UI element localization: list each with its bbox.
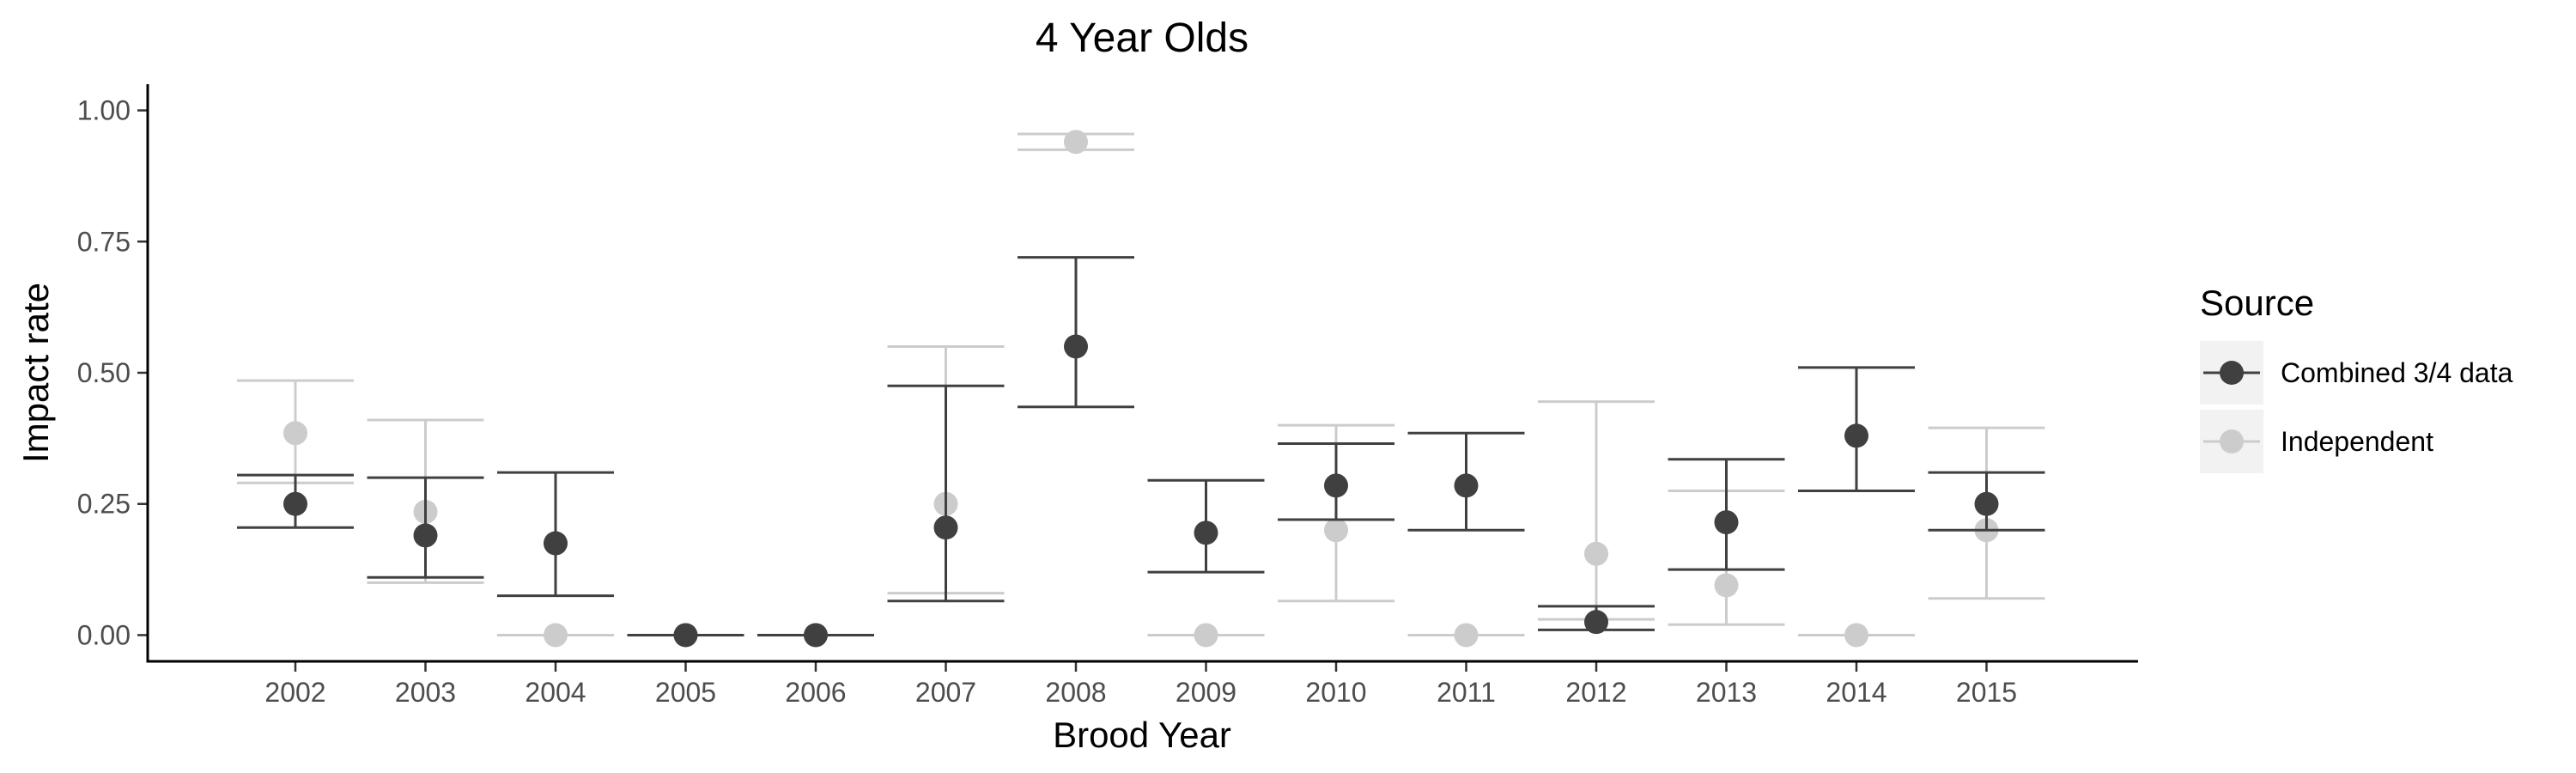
x-tick-label: 2008 bbox=[1045, 677, 1106, 708]
data-point bbox=[283, 491, 307, 516]
x-tick-label: 2002 bbox=[264, 677, 325, 708]
legend-key-point bbox=[2220, 361, 2244, 385]
x-tick-label: 2009 bbox=[1176, 677, 1236, 708]
x-tick-label: 2012 bbox=[1565, 677, 1626, 708]
x-tick-label: 2007 bbox=[915, 677, 976, 708]
x-tick-label: 2013 bbox=[1696, 677, 1757, 708]
data-point bbox=[413, 523, 438, 548]
y-tick-label: 1.00 bbox=[77, 95, 131, 126]
x-axis-title: Brood Year bbox=[1053, 715, 1231, 755]
data-point bbox=[1064, 130, 1088, 155]
y-axis-title: Impact rate bbox=[15, 283, 56, 463]
x-tick-label: 2003 bbox=[395, 677, 456, 708]
x-tick-label: 2005 bbox=[655, 677, 716, 708]
data-point bbox=[1454, 623, 1479, 648]
legend-key-point bbox=[2220, 429, 2244, 453]
x-tick-label: 2011 bbox=[1437, 677, 1496, 708]
y-tick-label: 0.50 bbox=[77, 357, 131, 388]
x-tick-label: 2010 bbox=[1305, 677, 1366, 708]
legend-label: Independent bbox=[2281, 426, 2433, 457]
data-point bbox=[673, 623, 698, 648]
data-point bbox=[1584, 610, 1608, 635]
y-tick-label: 0.00 bbox=[77, 619, 131, 650]
data-point bbox=[1584, 541, 1608, 566]
x-tick-label: 2015 bbox=[1956, 677, 2017, 708]
y-tick-label: 0.25 bbox=[77, 489, 131, 520]
series-combined-3-4-data bbox=[237, 256, 2045, 648]
data-point bbox=[1974, 491, 1999, 516]
legend-item: Independent bbox=[2200, 410, 2433, 473]
chart-title: 4 Year Olds bbox=[1036, 15, 1249, 61]
data-point bbox=[1324, 518, 1348, 543]
plot-area: 0.00 0.25 0.50 0.75 1.00 2002 2003 2004 2005 2006… bbox=[77, 95, 2045, 708]
y-tick-label: 0.75 bbox=[77, 226, 131, 257]
legend: Source Combined 3/4 data Independent bbox=[2200, 283, 2513, 473]
data-point bbox=[1324, 473, 1348, 498]
data-point bbox=[1064, 334, 1088, 359]
legend-label: Combined 3/4 data bbox=[2281, 357, 2513, 388]
data-point bbox=[1714, 573, 1739, 598]
data-point bbox=[544, 623, 568, 648]
data-point bbox=[1714, 510, 1739, 535]
x-tick-label: 2014 bbox=[1826, 677, 1886, 708]
data-point bbox=[283, 421, 307, 446]
data-point bbox=[933, 515, 958, 540]
legend-item: Combined 3/4 data bbox=[2200, 341, 2513, 405]
data-point bbox=[1844, 623, 1868, 648]
data-point bbox=[1194, 623, 1218, 648]
x-tick-label: 2006 bbox=[785, 677, 846, 708]
data-point bbox=[1844, 423, 1868, 448]
data-point bbox=[544, 531, 568, 556]
legend-title: Source bbox=[2200, 283, 2314, 323]
data-point bbox=[1454, 473, 1479, 498]
data-point bbox=[804, 623, 828, 648]
x-tick-label: 2004 bbox=[525, 677, 586, 708]
data-point bbox=[1194, 520, 1218, 545]
